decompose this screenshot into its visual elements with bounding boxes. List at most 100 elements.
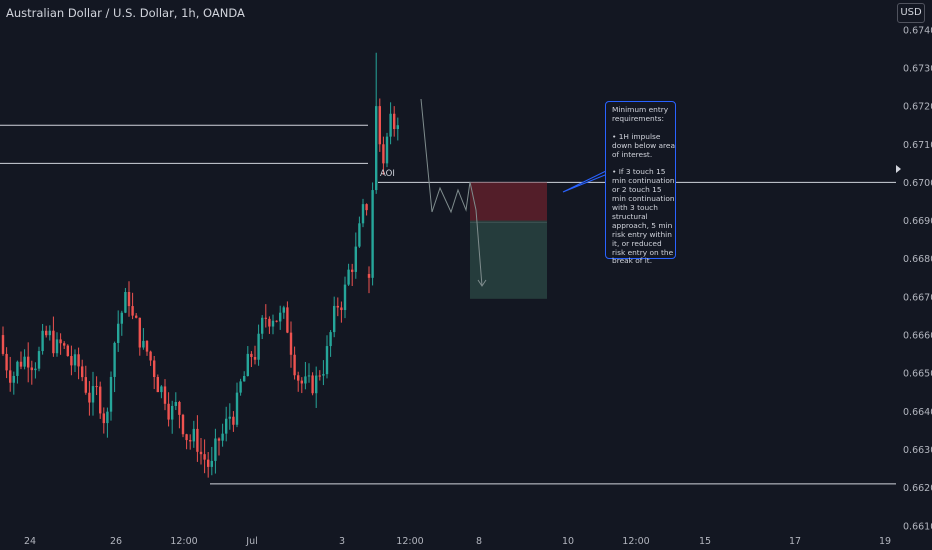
candle-body — [228, 416, 231, 419]
candle-body — [52, 330, 55, 354]
candle-body — [124, 291, 127, 313]
candle-body — [315, 375, 318, 394]
candle-body — [257, 333, 260, 360]
candle-body — [127, 291, 131, 307]
x-tick-label: 8 — [476, 536, 482, 547]
candle-body — [318, 375, 321, 377]
candle-body — [311, 375, 314, 394]
candle-body — [73, 354, 77, 366]
candle-body — [181, 414, 185, 435]
candle-body — [81, 366, 84, 378]
y-tick-label: 0.66300 — [903, 445, 932, 456]
candle-body — [393, 113, 396, 130]
candle-body — [207, 459, 210, 467]
candle-body — [99, 386, 102, 414]
candle-body — [135, 315, 138, 318]
stop-zone — [470, 182, 547, 223]
y-tick-label: 0.66800 — [903, 254, 932, 265]
candle-body — [30, 367, 33, 371]
y-tick-label: 0.67200 — [903, 102, 932, 113]
candle-body — [34, 368, 37, 371]
candle-body — [12, 375, 15, 383]
candle-body — [27, 356, 30, 368]
candle-body — [23, 356, 26, 367]
candle-body — [322, 374, 325, 376]
projection-arrow — [477, 279, 487, 287]
candle-body — [297, 375, 300, 381]
candle-body — [178, 401, 181, 415]
y-tick-label: 0.66200 — [903, 483, 932, 494]
candle-body — [120, 312, 123, 324]
candle-body — [66, 345, 69, 357]
candle-body — [70, 356, 73, 366]
candle-body — [113, 342, 116, 377]
candle-body — [347, 269, 350, 285]
candle-body — [63, 343, 66, 346]
aoi-label: AOI — [380, 169, 395, 179]
candle-body — [131, 306, 134, 316]
candle-body — [189, 440, 192, 442]
candle-body — [9, 370, 12, 383]
candle-body — [156, 377, 159, 393]
candle-body — [117, 323, 120, 343]
candle-body — [19, 361, 23, 367]
candle-body — [109, 376, 113, 412]
y-tick-label: 0.66100 — [903, 521, 932, 532]
candle-body — [271, 320, 275, 327]
y-tick-label: 0.66400 — [903, 407, 932, 418]
candle-body — [382, 144, 385, 164]
candle-body — [214, 438, 217, 461]
candle-body — [351, 269, 354, 272]
candle-body — [307, 375, 311, 377]
y-tick-label: 0.66600 — [903, 331, 932, 342]
candle-body — [48, 330, 51, 336]
candle-body — [95, 386, 98, 388]
candle-body — [365, 204, 368, 211]
x-tick-label: 17 — [789, 536, 801, 547]
candle-body — [246, 353, 249, 377]
y-tick-label: 0.66700 — [903, 292, 932, 303]
x-tick-label: 10 — [562, 536, 574, 547]
candle-body — [217, 438, 221, 441]
candle-body — [45, 330, 48, 336]
x-tick-label: 26 — [110, 536, 122, 547]
candle-body — [37, 351, 41, 369]
candle-body — [336, 305, 339, 308]
candle-body — [325, 346, 329, 375]
candle-body — [167, 403, 170, 420]
candle-body — [261, 317, 264, 334]
candle-body — [1, 335, 5, 354]
candle-body — [225, 418, 228, 434]
y-tick-label: 0.67000 — [903, 178, 932, 189]
candle-body — [77, 354, 80, 367]
price-marker-icon — [896, 165, 901, 173]
candle-body — [243, 376, 246, 382]
x-tick-label: 19 — [879, 536, 891, 547]
candle-body — [199, 451, 203, 455]
x-tick-label: 12:00 — [622, 536, 649, 547]
candle-body — [264, 317, 267, 319]
candle-body — [367, 274, 371, 278]
currency-button[interactable]: USD — [897, 3, 925, 23]
candle-body — [149, 351, 152, 361]
candle-body — [160, 386, 163, 393]
candle-body — [145, 340, 149, 352]
candle-body — [16, 361, 19, 376]
candle-body — [174, 401, 177, 406]
x-tick-label: 3 — [339, 536, 345, 547]
x-tick-label: Jul — [245, 536, 257, 547]
candle-body — [304, 376, 307, 384]
y-tick-label: 0.67100 — [903, 140, 932, 151]
entry-requirements-note[interactable]: Minimum entry requirements: • 1H impulse… — [605, 101, 676, 265]
candle-body — [289, 332, 293, 355]
candle-body — [138, 317, 141, 348]
candle-body — [396, 125, 399, 130]
x-tick-label: 12:00 — [396, 536, 423, 547]
candle-body — [84, 377, 87, 393]
y-tick-label: 0.67300 — [903, 63, 932, 74]
candle-body — [375, 106, 378, 191]
candle-body — [106, 411, 109, 424]
candle-body — [221, 433, 224, 441]
candle-body — [275, 320, 278, 322]
